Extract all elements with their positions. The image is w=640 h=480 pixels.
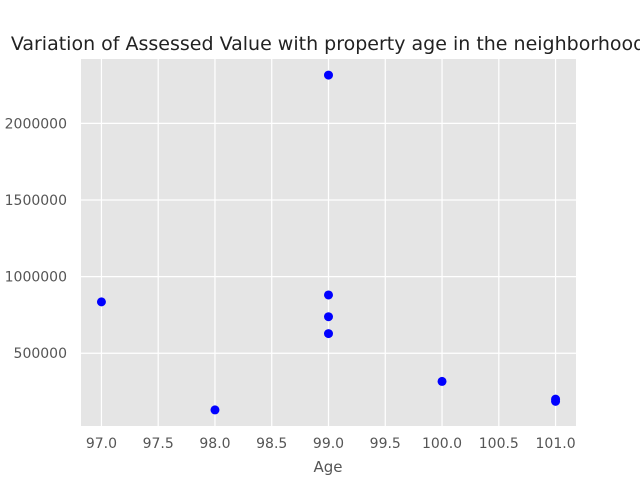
y-tick-label: 500000 (14, 346, 67, 362)
data-point (324, 70, 333, 80)
data-point (210, 405, 220, 415)
chart-title: Variation of Assessed Value with propert… (11, 33, 640, 55)
x-tick-label: 97.5 (143, 436, 174, 452)
data-point (324, 329, 333, 339)
x-tick-label: 99.5 (370, 436, 401, 452)
x-axis-ticks: 97.0 97.5 98.0 98.5 99.0 99.5 100.0 100.5 101.0 (86, 436, 576, 452)
x-tick-label: 97.0 (86, 436, 117, 452)
data-point (437, 376, 447, 386)
y-tick-label: 2000000 (5, 116, 67, 132)
y-axis-ticks: 500000 1000000 1500000 2000000 (5, 116, 67, 362)
x-tick-label: 99.0 (313, 436, 344, 452)
x-axis-label: Age (313, 458, 342, 476)
data-point (551, 396, 561, 406)
x-tick-label: 98.0 (199, 436, 230, 452)
x-tick-label: 101.0 (536, 436, 576, 452)
data-points (96, 70, 561, 415)
data-point (96, 297, 106, 307)
grid-lines (81, 59, 576, 426)
x-tick-label: 98.5 (256, 436, 287, 452)
y-tick-label: 1000000 (5, 270, 67, 286)
data-point (324, 312, 333, 322)
data-point (324, 290, 333, 300)
y-tick-label: 1500000 (5, 193, 67, 209)
x-tick-label: 100.0 (422, 436, 462, 452)
x-tick-label: 100.5 (479, 436, 519, 452)
